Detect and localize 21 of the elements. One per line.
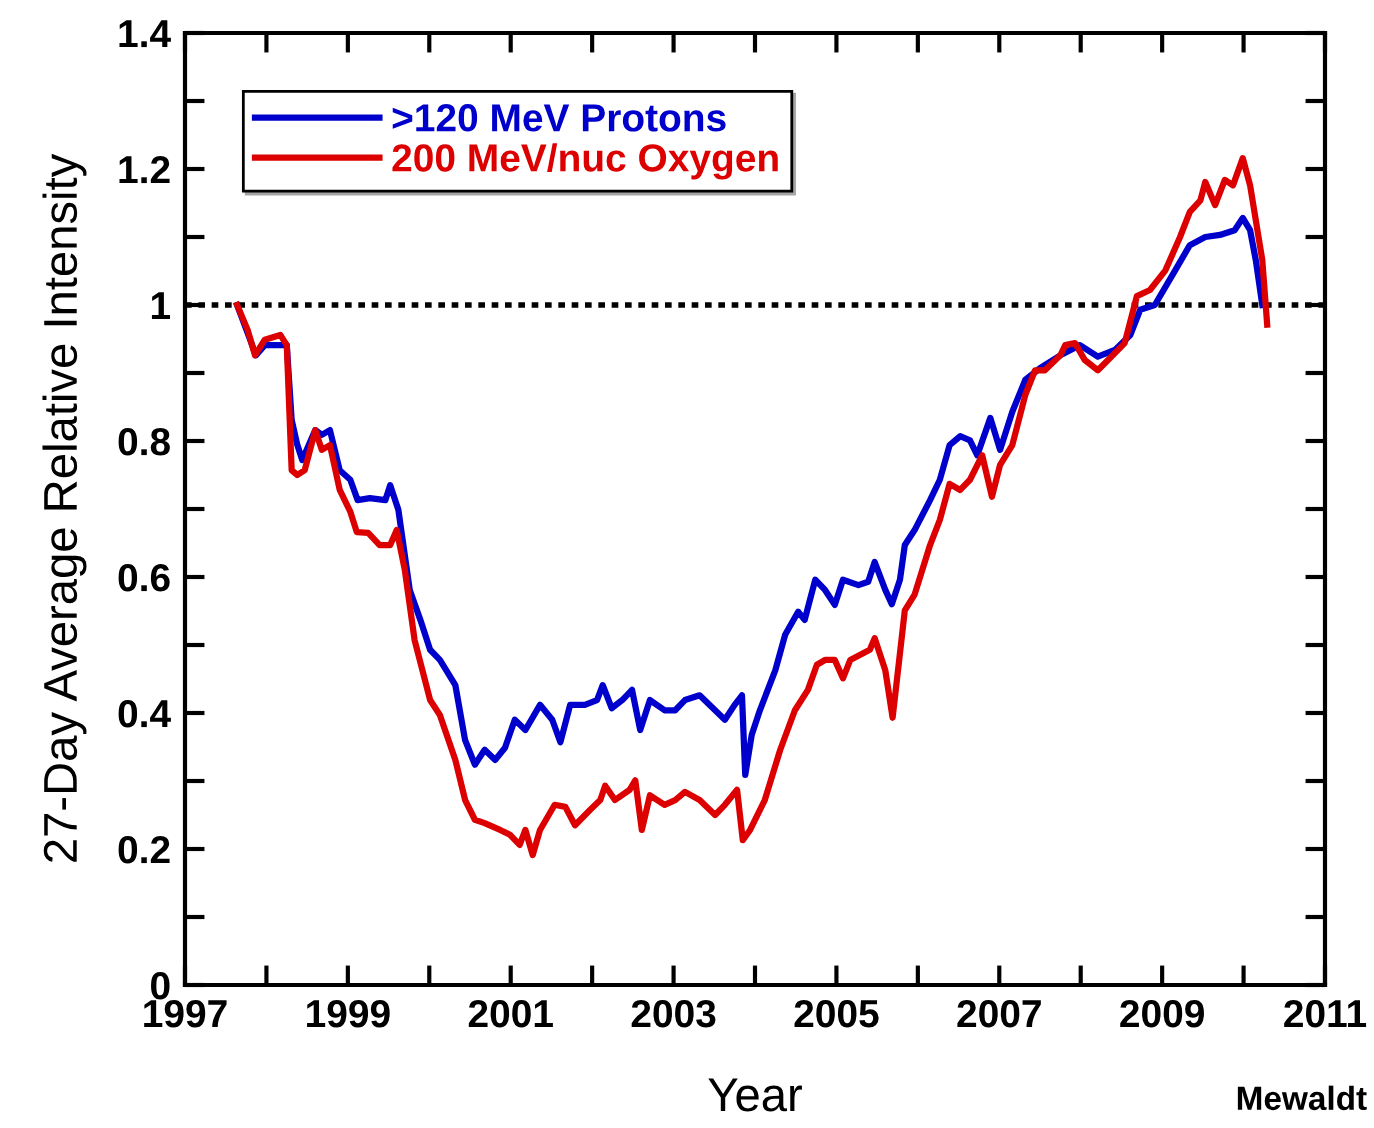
x-tick-label: 2007 — [957, 999, 1041, 1028]
legend-label: >120 MeV Protons — [392, 104, 726, 132]
y-tick-label: 0 — [151, 971, 170, 1000]
x-tick-label: 1997 — [144, 999, 227, 1028]
y-tick-label: 1.4 — [119, 20, 171, 48]
y-tick-label: 1.2 — [119, 155, 170, 184]
y-tick-label: 1 — [151, 292, 171, 320]
legend-label: 200 MeV/nuc Oxygen — [392, 143, 778, 180]
x-tick-label: 1999 — [307, 999, 390, 1028]
text: Mewaldt — [1237, 1085, 1367, 1111]
x-tick-label: 2009 — [1120, 999, 1204, 1028]
y-axis-title: 27-Day Average Relative Intensity — [42, 153, 87, 862]
y-tick-label: 0.6 — [118, 563, 170, 592]
x-tick-label: 2001 — [468, 999, 553, 1028]
y-tick-label: 0.2 — [118, 835, 170, 864]
x-axis-title: Year — [708, 1078, 802, 1112]
y-tick-label: 0.4 — [118, 699, 171, 728]
x-tick-label: 2005 — [794, 999, 879, 1028]
x-tick-label: 2003 — [631, 999, 716, 1028]
y-tick-label: 0.8 — [118, 427, 170, 456]
x-tick-label: 2011 — [1284, 999, 1367, 1028]
